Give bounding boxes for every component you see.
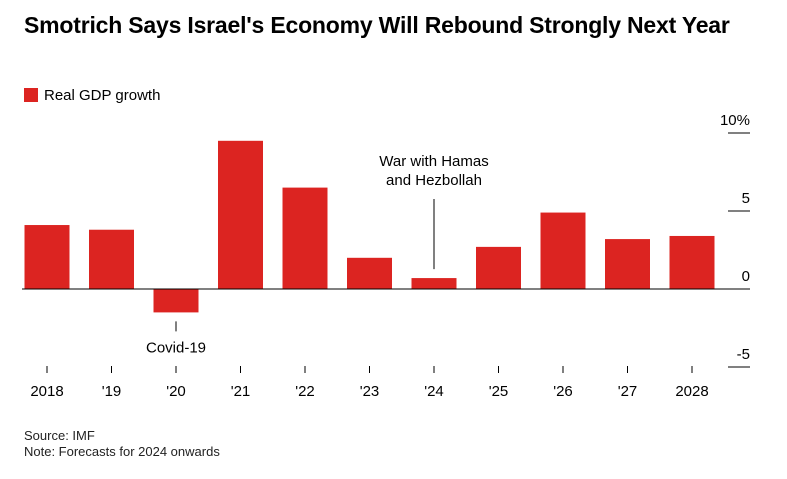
x-tick-label: '19 [102,383,122,400]
annotation-text: War with Hamas [379,153,488,170]
y-tick-label: 10% [720,112,750,129]
x-tick-label: '25 [489,383,509,400]
x-tick-label: 2018 [30,383,63,400]
bar [669,235,715,289]
x-tick-label: '22 [295,383,315,400]
legend: Real GDP growth [24,86,160,104]
x-tick-label: '20 [166,383,186,400]
bar [218,140,263,289]
x-tick-label: '26 [553,383,573,400]
x-tick-label: '27 [618,383,638,400]
y-tick-label: -5 [737,346,750,363]
y-tick-label: 5 [742,190,750,207]
bar [347,257,392,289]
x-tick-label: '24 [424,383,444,400]
bar [476,246,521,289]
annotation-text: and Hezbollah [386,172,482,189]
forecast-note: Note: Forecasts for 2024 onwards [24,444,220,459]
y-tick-label: 0 [742,268,750,285]
x-tick-label: '21 [231,383,251,400]
bar [24,225,70,289]
x-tick-label: 2028 [675,383,708,400]
bar [153,289,199,313]
chart-title: Smotrich Says Israel's Economy Will Rebo… [24,12,730,38]
source-note: Source: IMF [24,428,95,443]
legend-swatch [24,88,38,102]
bar [411,278,457,289]
x-tick-label: '23 [360,383,380,400]
bar [540,212,586,289]
bar [282,187,328,289]
bar [89,229,134,289]
bar [605,239,650,289]
annotation-text: Covid-19 [146,339,206,356]
footer: Source: IMF Note: Forecasts for 2024 onw… [24,428,220,460]
legend-label: Real GDP growth [44,86,161,104]
